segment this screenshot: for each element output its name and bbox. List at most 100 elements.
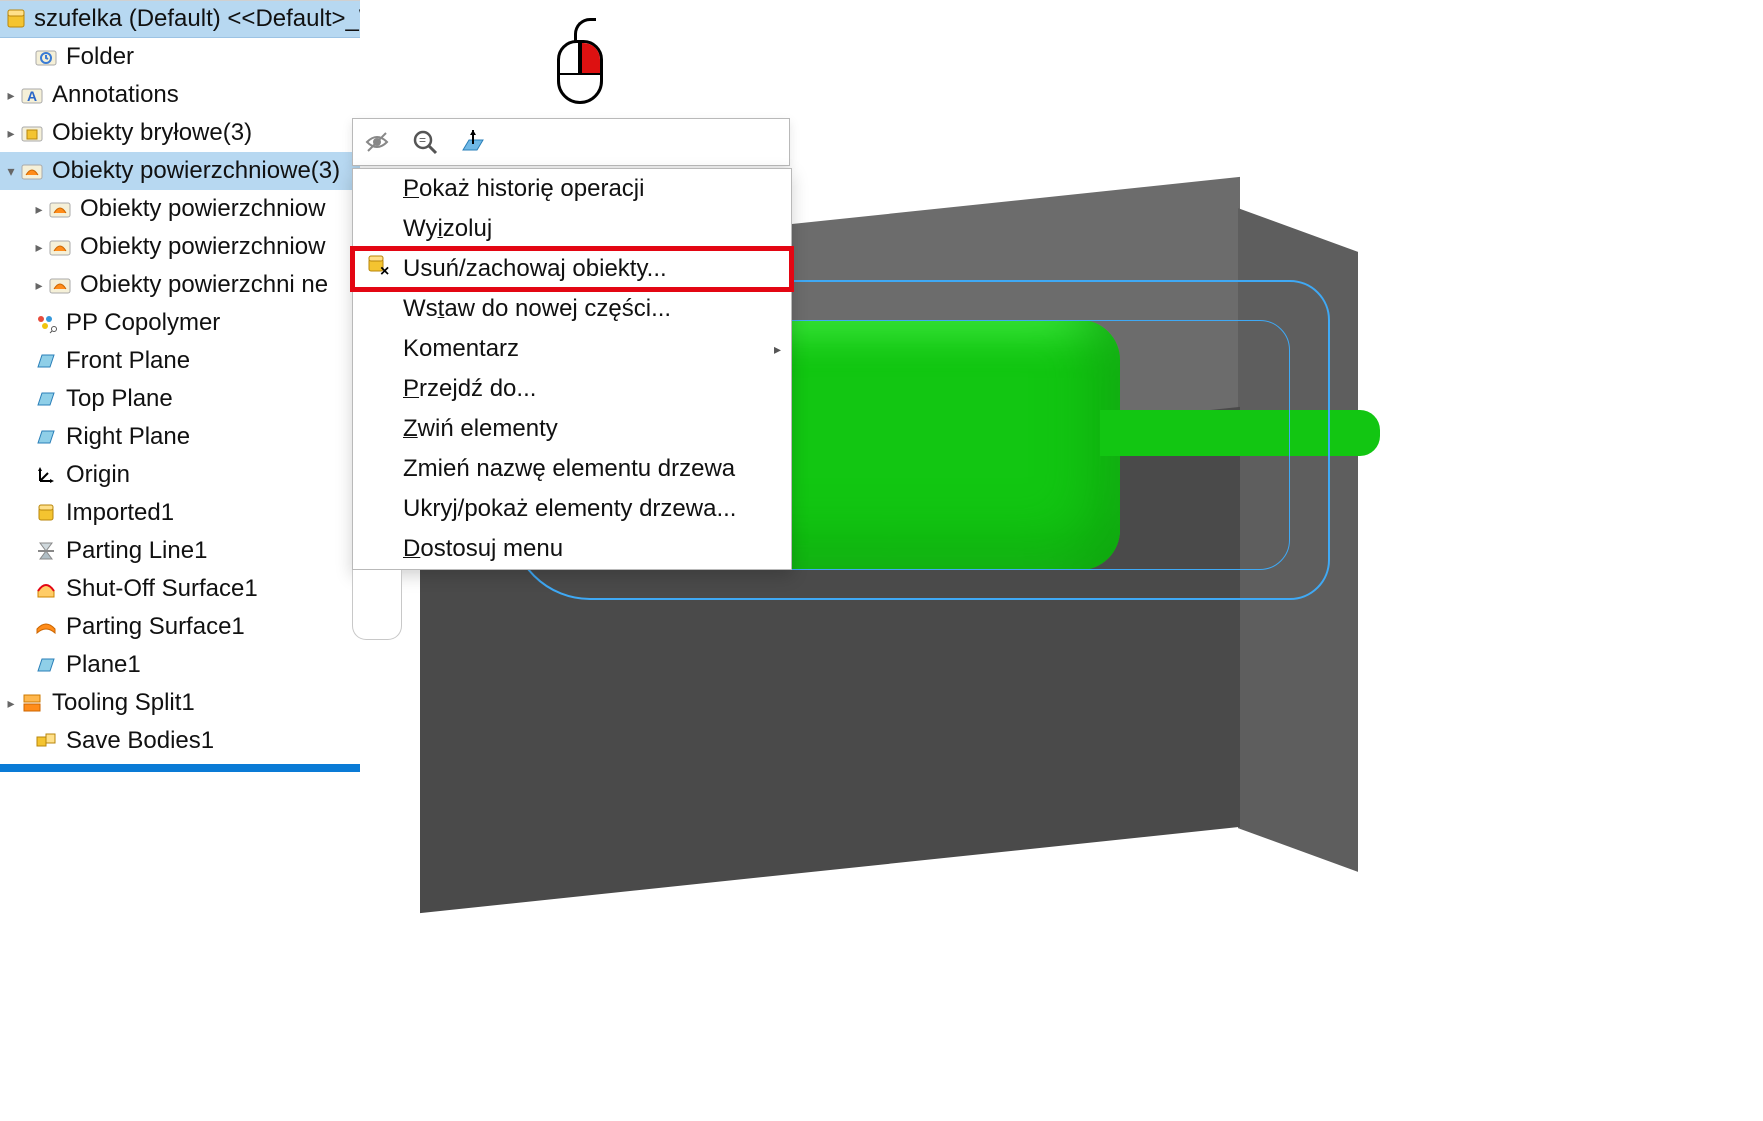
origin-icon: [32, 461, 60, 489]
menu-item-label: Ukryj/pokaż elementy drzewa...: [403, 495, 736, 523]
menu-collapse[interactable]: Zwiń elementy: [353, 409, 791, 449]
menu-show-history[interactable]: Pokaż historię operacji: [353, 169, 791, 209]
menu-hide-show-tree[interactable]: Ukryj/pokaż elementy drzewa...: [353, 489, 791, 529]
tree-item-surface-body-1[interactable]: ▸ Obiekty powierzchniow: [0, 190, 360, 228]
menu-mnemonic: D: [403, 535, 420, 562]
tree-item-plane1[interactable]: Plane1: [0, 646, 360, 684]
menu-item-label: Komentarz: [403, 335, 519, 363]
svg-text:A: A: [27, 88, 37, 104]
surface-body-icon: [46, 271, 74, 299]
parting-line-icon: [32, 537, 60, 565]
svg-text:=: =: [419, 133, 426, 147]
tree-item-top-plane[interactable]: Top Plane: [0, 380, 360, 418]
tree-item-parting-surface[interactable]: Parting Surface1: [0, 608, 360, 646]
feature-tree[interactable]: szufelka (Default) <<Default>_W Folder ▸…: [0, 0, 360, 772]
menu-insert-new-part[interactable]: Wstaw do nowej części...: [353, 289, 791, 329]
tree-item-label: Top Plane: [62, 385, 173, 413]
tree-item-label: Annotations: [48, 81, 179, 109]
imported-feature-icon: [32, 499, 60, 527]
tree-item-front-plane[interactable]: Front Plane: [0, 342, 360, 380]
tooling-split-icon: [18, 689, 46, 717]
shutoff-surface-icon: [32, 575, 60, 603]
menu-item-label: Ws: [403, 295, 438, 322]
tree-item-label: Obiekty powierzchniow: [76, 233, 325, 261]
menu-item-label: ostosuj menu: [420, 535, 563, 562]
expand-icon[interactable]: ▸: [32, 277, 46, 294]
plane-icon: [32, 651, 60, 679]
collapse-icon[interactable]: ▾: [4, 163, 18, 180]
tree-item-label: Save Bodies1: [62, 727, 214, 755]
surface-bodies-icon: [18, 157, 46, 185]
context-toolbar: =: [352, 118, 790, 166]
context-menu: Pokaż historię operacji Wyiizolujzoluj ×…: [352, 168, 792, 570]
hide-button[interactable]: [361, 126, 393, 158]
tree-item-label: Shut-Off Surface1: [62, 575, 258, 603]
menu-item-label: Usuń/zachowaj obiekty...: [403, 255, 667, 283]
tree-item-label: Origin: [62, 461, 130, 489]
expand-icon[interactable]: ▸: [32, 201, 46, 218]
material-icon: [32, 309, 60, 337]
svg-text:×: ×: [380, 263, 389, 280]
tree-item-label: Parting Line1: [62, 537, 207, 565]
tree-item-surface-body-3[interactable]: ▸ Obiekty powierzchni ne: [0, 266, 360, 304]
tree-item-surface-body-2[interactable]: ▸ Obiekty powierzchniow: [0, 228, 360, 266]
part-icon: [4, 5, 28, 33]
tree-root[interactable]: szufelka (Default) <<Default>_W: [0, 0, 360, 38]
normal-to-button[interactable]: [457, 126, 489, 158]
tree-item-material[interactable]: PP Copolymer: [0, 304, 360, 342]
parting-surface-icon: [32, 613, 60, 641]
tree-item-parting-line[interactable]: Parting Line1: [0, 532, 360, 570]
tree-item-shutoff[interactable]: Shut-Off Surface1: [0, 570, 360, 608]
menu-item-label: Zmień nazwę elementu drzewa: [403, 455, 735, 483]
menu-mnemonic: P: [403, 375, 419, 402]
tree-item-surface-bodies[interactable]: ▾ Obiekty powierzchniowe(3): [0, 152, 360, 190]
tree-item-annotations[interactable]: ▸ A Annotations: [0, 76, 360, 114]
tree-item-label: Imported1: [62, 499, 174, 527]
tree-item-label: Plane1: [62, 651, 141, 679]
tree-item-folder[interactable]: Folder: [0, 38, 360, 76]
annotations-icon: A: [18, 81, 46, 109]
tree-item-label: Folder: [62, 43, 134, 71]
tree-item-label: Obiekty bryłowe(3): [48, 119, 252, 147]
tree-item-label: Obiekty powierzchniow: [76, 195, 325, 223]
tree-item-label: Parting Surface1: [62, 613, 245, 641]
expand-icon[interactable]: ▸: [32, 239, 46, 256]
zoom-to-selection-button[interactable]: =: [409, 126, 441, 158]
panel-tab-stub[interactable]: [352, 570, 402, 640]
plane-icon: [32, 385, 60, 413]
right-click-mouse-icon: [550, 18, 610, 104]
tree-root-label: szufelka (Default) <<Default>_W: [30, 5, 360, 33]
delete-body-icon: ×: [364, 252, 392, 287]
menu-item-label: okaż historię operacji: [419, 175, 644, 202]
save-bodies-icon: [32, 727, 60, 755]
menu-rename-tree-item[interactable]: Zmień nazwę elementu drzewa: [353, 449, 791, 489]
menu-item-label: rzejdź do...: [419, 375, 536, 402]
menu-delete-keep-bodies[interactable]: × Usuń/zachowaj obiekty...: [353, 249, 791, 289]
tree-item-save-bodies[interactable]: Save Bodies1: [0, 722, 360, 760]
expand-icon[interactable]: ▸: [4, 125, 18, 142]
menu-isolate[interactable]: Wyiizolujzoluj: [353, 209, 791, 249]
tree-item-solid-bodies[interactable]: ▸ Obiekty bryłowe(3): [0, 114, 360, 152]
tree-item-right-plane[interactable]: Right Plane: [0, 418, 360, 456]
expand-icon[interactable]: ▸: [4, 695, 18, 712]
tree-end-bar: [0, 764, 360, 772]
tree-item-label: Tooling Split1: [48, 689, 195, 717]
tree-item-tooling-split[interactable]: ▸ Tooling Split1: [0, 684, 360, 722]
menu-comment[interactable]: Komentarz ▸: [353, 329, 791, 369]
surface-body-icon: [46, 195, 74, 223]
tree-item-label: Obiekty powierzchniowe(3): [48, 157, 340, 185]
solid-bodies-icon: [18, 119, 46, 147]
menu-item-label: wiń elementy: [418, 415, 558, 442]
tree-item-label: Front Plane: [62, 347, 190, 375]
tree-item-origin[interactable]: Origin: [0, 456, 360, 494]
tree-item-label: Right Plane: [62, 423, 190, 451]
tree-item-imported[interactable]: Imported1: [0, 494, 360, 532]
folder-history-icon: [32, 43, 60, 71]
submenu-arrow-icon: ▸: [774, 341, 781, 358]
menu-mnemonic: Z: [403, 415, 418, 442]
menu-customize[interactable]: Dostosuj menu: [353, 529, 791, 569]
expand-icon[interactable]: ▸: [4, 87, 18, 104]
menu-goto[interactable]: Przejdź do...: [353, 369, 791, 409]
surface-body-icon: [46, 233, 74, 261]
tree-item-label: Obiekty powierzchni ne: [76, 271, 328, 299]
